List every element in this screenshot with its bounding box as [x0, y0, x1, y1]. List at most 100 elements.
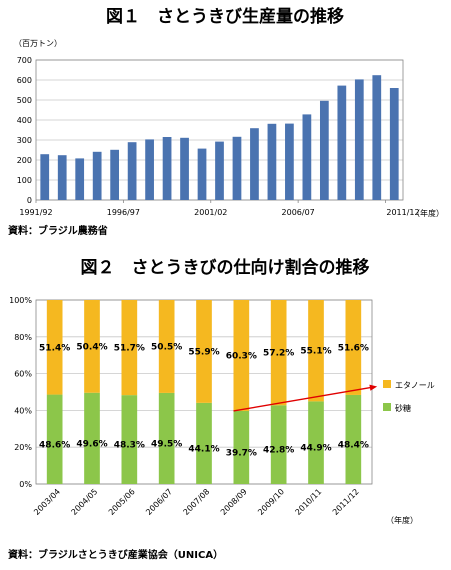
chart2-source: 資料：ブラジルさとうきび産業協会（UNICA）: [8, 548, 223, 561]
chart2-legend-label-ethanol: エタノール: [395, 381, 435, 390]
chart2-data-label-sugar: 48.6%: [39, 440, 70, 450]
chart1-bar: [232, 136, 242, 200]
chart1-plot: 0 100 200 300 400 500 600 700 1991/92 1996/97 2001…: [17, 56, 420, 217]
chart2-data-label-sugar: 42.8%: [263, 446, 294, 456]
chart2-bar-sugar: [270, 405, 287, 484]
chart1-x-tick-label: 1991/92: [19, 208, 52, 217]
chart2-y-tick-label: 100%: [9, 296, 32, 305]
chart1-x-tick-label: 2001/02: [194, 208, 227, 217]
chart2-y-tick-label: 60%: [14, 370, 32, 379]
chart2-y-tick-label: 0%: [19, 480, 32, 489]
chart2-x-tick-label: 2004/05: [70, 487, 100, 517]
chart2-bar-ethanol: [158, 300, 175, 393]
chart2-data-label-ethanol: 55.1%: [300, 347, 331, 357]
chart1-source: 資料：ブラジル農務省: [8, 224, 108, 237]
chart1-x-tick-label: 1996/97: [107, 208, 140, 217]
chart2-bar-ethanol: [233, 300, 250, 411]
chart1-bar: [57, 155, 67, 200]
chart2-x-tick-label: 2011/12: [331, 487, 361, 517]
chart2-data-label-ethanol: 51.4%: [39, 343, 70, 353]
chart1-bar: [215, 141, 224, 200]
chart2-bar-ethanol: [121, 300, 138, 396]
chart1-bar: [319, 100, 329, 200]
chart1-x-tick-label: 2011/12: [386, 208, 419, 217]
chart1-bar: [180, 137, 189, 200]
chart2-x-tick-label: 2005/06: [107, 487, 137, 517]
chart1-bar: [110, 149, 120, 200]
chart2-x-tick-label: 2003/04: [32, 487, 62, 517]
chart1-bar: [162, 137, 172, 200]
chart2-bar-sugar: [308, 401, 324, 484]
chart2-trend-arrow-head: [369, 384, 378, 391]
chart2-bar-sugar: [84, 392, 100, 484]
chart1-bar: [250, 128, 259, 200]
chart2-bar-sugar: [233, 410, 250, 484]
chart1-unit-label: （百万トン）: [14, 39, 62, 48]
chart2-data-label-sugar: 39.7%: [226, 448, 257, 458]
chart1-bar: [267, 123, 277, 200]
chart2-data-label-ethanol: 50.4%: [76, 342, 107, 352]
chart2-bar-ethanol: [270, 300, 287, 406]
chart2-legend-label-sugar: 砂糖: [395, 403, 411, 413]
chart2-data-label-sugar: 49.5%: [151, 439, 182, 449]
chart2-data-label-sugar: 44.1%: [188, 444, 219, 454]
chart1-y-tick-label: 700: [17, 56, 32, 65]
chart2-trend-arrow-line: [233, 386, 372, 412]
chart1-title: 図１ さとうきび生産量の推移: [106, 6, 344, 27]
chart1-bar: [127, 142, 137, 200]
chart2-y-tick-label: 20%: [14, 443, 32, 452]
chart2-x-tick-label: 2010/11: [294, 487, 324, 517]
chart1-bar: [337, 85, 347, 200]
chart1-y-tick-label: 500: [17, 96, 32, 105]
chart2-data-label-ethanol: 51.6%: [338, 343, 369, 353]
chart1-bar: [145, 139, 154, 200]
chart2-data-label-ethanol: 55.9%: [188, 347, 219, 357]
chart2-data-label-ethanol: 51.7%: [114, 344, 145, 354]
chart2-legend-swatch-sugar: [383, 403, 391, 411]
chart1-bar: [302, 114, 312, 200]
chart2-x-tick-label: 2007/08: [182, 487, 212, 517]
chart2-y-tick-label: 40%: [14, 406, 32, 415]
chart1-y-tick-label: 400: [17, 116, 32, 125]
chart1-bar: [372, 75, 382, 200]
chart2-data-label-sugar: 48.3%: [114, 441, 145, 451]
chart2-data-label-ethanol: 57.2%: [263, 349, 294, 359]
chart2-x-tick-label: 2009/10: [256, 487, 286, 517]
chart1-bar: [75, 158, 85, 200]
chart2-y-tick-label: 80%: [14, 333, 32, 342]
chart1-bar: [197, 148, 207, 200]
chart2-x-tick-label: 2006/07: [144, 487, 174, 517]
chart2-bar-ethanol: [46, 300, 63, 395]
chart2-data-label-ethanol: 50.5%: [151, 342, 182, 352]
chart1-bar: [354, 79, 364, 200]
chart2-bar-ethanol: [84, 300, 100, 393]
chart1-x-unit-label: （年度）: [412, 208, 444, 218]
chart2-bar-ethanol: [308, 300, 324, 402]
chart1-y-tick-label: 0: [27, 196, 32, 205]
chart2-x-unit-label: （年度）: [386, 515, 418, 525]
chart1-y-tick-label: 300: [17, 136, 32, 145]
chart2-data-label-ethanol: 60.3%: [226, 351, 257, 361]
chart2-bar-ethanol: [345, 300, 362, 395]
chart1-y-tick-label: 600: [17, 76, 32, 85]
chart2-bar-sugar: [121, 395, 138, 484]
chart2-bar-sugar: [345, 394, 362, 484]
chart1-bar: [92, 151, 102, 200]
chart2-x-tick-label: 2008/09: [219, 487, 249, 517]
chart2-bar-sugar: [46, 394, 63, 484]
chart1-y-tick-label: 200: [17, 156, 32, 165]
chart2-data-label-sugar: 48.4%: [338, 440, 369, 450]
chart1-x-tick-label: 2006/07: [282, 208, 315, 217]
chart2-bar-ethanol: [196, 300, 212, 403]
chart2-legend-swatch-ethanol: [383, 380, 391, 388]
chart2-bar-sugar: [196, 402, 212, 484]
chart2-plot: 0% 20% 40% 60% 80% 100% 48.6% 51.4% 2003/04 49.6%…: [9, 296, 435, 517]
chart1-bar: [285, 123, 294, 200]
chart1-bar: [40, 154, 50, 200]
chart2-data-label-sugar: 49.6%: [76, 439, 107, 449]
chart1-bar: [389, 88, 399, 200]
chart2-data-label-sugar: 44.9%: [300, 444, 331, 454]
chart1-y-tick-label: 100: [17, 176, 32, 185]
